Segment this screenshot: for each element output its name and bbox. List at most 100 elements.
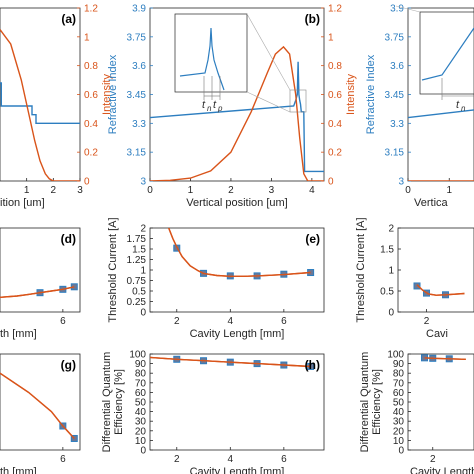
series-line-0 [408,109,474,119]
y-axis-label-line: Efficiency [%] [371,369,383,435]
fit-line-overlay [0,286,75,298]
y-axis-label-line: Refractive Index [107,54,119,134]
panel-label: (e) [305,232,320,246]
y-axis-label: Threshold Current [A] [107,217,119,322]
y2-tick-label: 0.6 [84,90,98,101]
series-line-0 [0,82,80,125]
inset-label-tp: t [213,99,217,111]
y-tick-label: 1.5 [380,245,394,256]
series-group [168,228,315,280]
series-group [0,29,80,181]
series-group [150,45,324,181]
y-tick-label: 70 [393,378,405,389]
y-tick-label: 80 [393,369,405,380]
y2-tick-label: 0 [328,177,334,188]
fit-line-overlay [168,228,311,277]
x-tick-label: 2 [430,454,436,465]
plot-frame [149,227,325,313]
x-axis-label: Cavi [426,328,448,340]
y-tick-label: 90 [135,359,147,370]
panel-label: (b) [305,12,320,26]
series-group [413,282,465,299]
zoom-box [289,89,307,113]
x-tick-label: 2 [424,316,430,327]
fit-line-overlay [416,284,465,296]
y-tick-label: 80 [135,369,147,380]
panel-label: (a) [61,12,76,26]
y-tick-label: 20 [135,426,147,437]
y-tick-label: 3.9 [132,4,146,15]
y-tick-label: 3.75 [385,32,405,43]
x-tick-label: 4 [228,316,234,327]
y2-tick-label: 0.4 [84,119,98,130]
y-tick-label: 0.5 [132,287,146,298]
series-line-1 [150,45,324,181]
x-tick-label: 2 [228,185,234,196]
y-tick-label: 50 [393,398,405,409]
y-tick-label: 3.15 [127,148,147,159]
chart-panel-g: 6 (g) th [mm] [0,353,81,474]
y-tick-label: 3 [398,177,404,188]
y-tick-label: 0.5 [380,287,394,298]
y-tick-label: 1 [140,266,146,277]
plot-frame [0,7,81,182]
y-tick-label: 1.25 [127,255,147,266]
y2-tick-label: 0.8 [328,61,342,72]
y-tick-label: 40 [135,407,147,418]
y-axis-label-line: Refractive Index [365,54,377,134]
fit-line-overlay [424,357,466,360]
series-group [408,109,474,181]
y-tick-label: 100 [129,350,146,361]
inset-frame [419,11,474,95]
zoom-connector [395,5,421,13]
y-tick-label: 30 [135,417,147,428]
x-tick-label: 2 [51,185,57,196]
y2-tick-label: 1 [328,32,334,43]
x-tick-label: 2 [174,454,180,465]
y2-tick-label: 1.2 [84,4,98,15]
y-tick-label: 0 [140,308,146,319]
y-tick-label: 50 [135,398,147,409]
x-tick-label: 0 [405,185,411,196]
x-axis-label: Vertical position [um] [186,197,288,209]
x-tick-label: 3 [77,185,83,196]
y-axis-label: Differential Quantum Efficiency [%] [359,352,383,453]
y-tick-label: 2 [140,224,146,235]
y2-tick-label: 1.2 [328,4,342,15]
series-group [150,355,315,370]
inset-curve [421,27,474,81]
y-axis-label-line: Threshold Current [A] [107,217,119,322]
y-tick-label: 3.6 [390,61,404,72]
y-tick-label: 0 [140,446,146,457]
y-tick-label: 90 [393,359,405,370]
plot-frame [149,353,325,451]
y2-tick-label: 0.6 [328,90,342,101]
y-axis-label-line: Efficiency [%] [113,369,125,435]
y-tick-label: 3.6 [132,61,146,72]
y-tick-label: 3.15 [385,148,405,159]
x-tick-label: 6 [60,454,66,465]
zoom-connector [246,91,291,113]
inset-frame [174,13,248,93]
x-tick-label: 0 [147,185,153,196]
panel-label: (h) [305,358,320,372]
y-tick-label: 3 [140,177,146,188]
series-line-0 [150,61,324,173]
x-tick-label: 6 [60,316,66,327]
y-axis-label: Refractive Index [365,54,377,134]
y-tick-label: 20 [393,426,405,437]
panel-label: (d) [61,232,76,246]
y-tick-label: 10 [135,436,147,447]
y-tick-label: 1.5 [132,245,146,256]
y-tick-label: 1 [388,266,394,277]
x-axis-label: Cavity Length [mm] [190,328,285,340]
x-axis-label: th [mm] [0,328,37,340]
y-tick-label: 0.75 [127,276,147,287]
y-axis-label: Refractive Index [107,54,119,134]
y-tick-label: 60 [393,388,405,399]
